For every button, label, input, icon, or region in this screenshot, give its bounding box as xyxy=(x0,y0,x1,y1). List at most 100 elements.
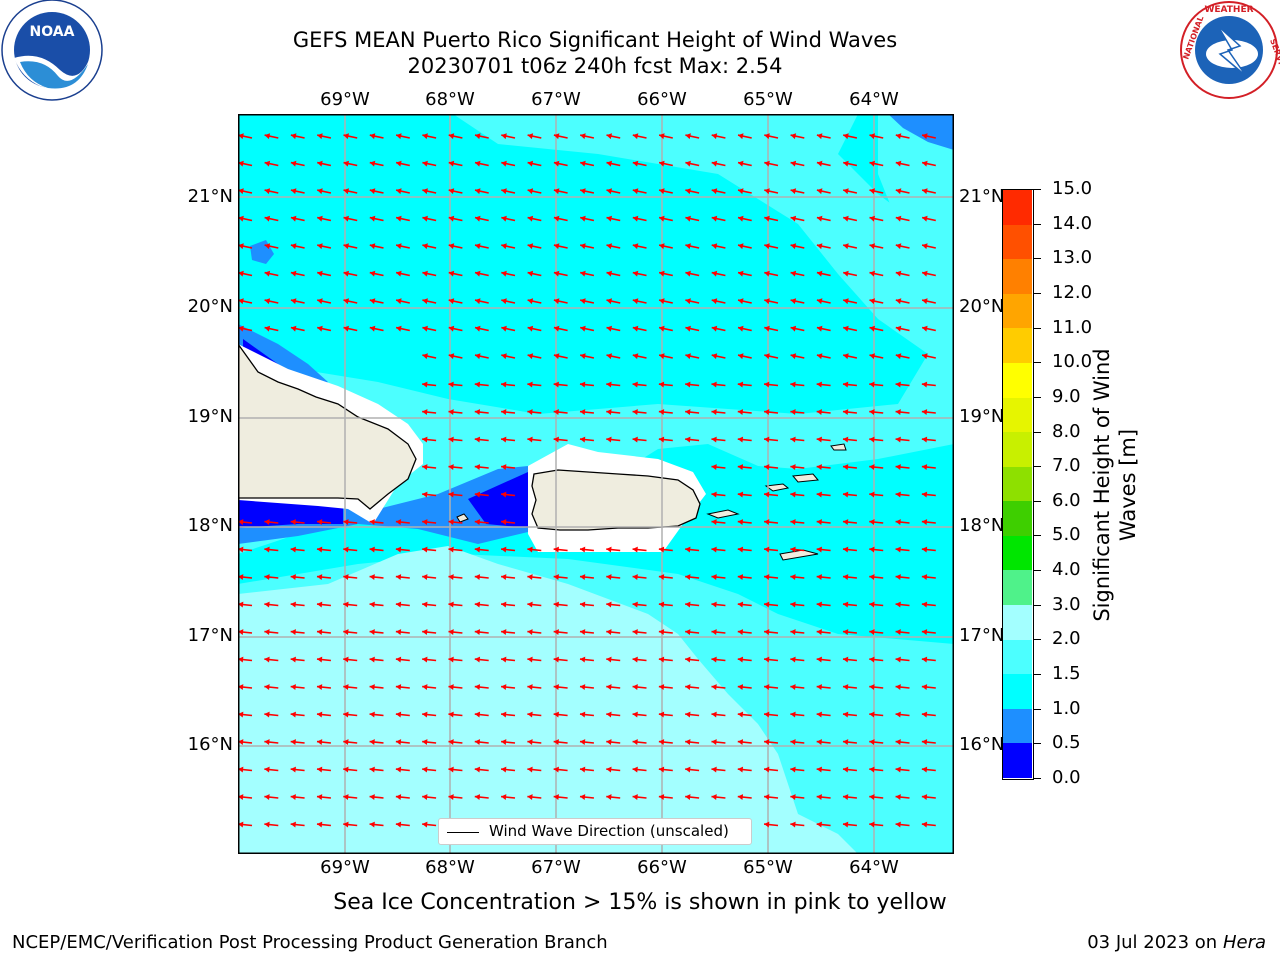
wave-arrow-head xyxy=(527,711,533,718)
wave-arrow-head xyxy=(474,546,481,553)
wave-arrow-head xyxy=(448,629,454,636)
wave-arrow-head xyxy=(685,188,691,195)
colorbar-tick-label: 0.5 xyxy=(1052,732,1081,754)
wave-arrow-head xyxy=(580,133,586,140)
wave-arrow-head xyxy=(869,381,875,388)
colorbar-segment xyxy=(1003,743,1032,778)
wave-arrow-head xyxy=(343,601,349,608)
wave-arrow-head xyxy=(816,574,822,581)
colorbar-segment xyxy=(1003,190,1032,225)
wave-arrow-head xyxy=(790,656,796,663)
wave-arrow-head xyxy=(737,519,744,526)
colorbar-segment xyxy=(1003,674,1032,709)
wave-arrow-head xyxy=(632,160,639,167)
wave-arrow-head xyxy=(238,546,244,553)
wave-arrow-head xyxy=(790,684,796,691)
wave-arrow-head xyxy=(369,629,375,636)
wave-arrow-head xyxy=(238,325,244,332)
wave-arrow-head xyxy=(369,574,375,581)
wave-arrow-head xyxy=(343,656,349,663)
wave-arrow-head xyxy=(632,353,639,360)
wave-arrow-head xyxy=(790,464,796,471)
wave-arrow-head xyxy=(632,794,638,801)
wave-arrow-head xyxy=(869,794,875,801)
wave-arrow-head xyxy=(264,821,270,828)
wave-arrow-head xyxy=(842,464,849,471)
wave-arrow-head xyxy=(764,794,770,801)
wave-arrow-head xyxy=(579,436,586,443)
wave-arrow-head xyxy=(843,243,849,250)
wave-arrow-head xyxy=(842,821,849,828)
wave-arrow-head xyxy=(422,436,428,443)
wave-arrow-head xyxy=(685,381,691,388)
wave-arrow-head xyxy=(842,381,849,388)
wave-arrow-head xyxy=(711,381,717,388)
wave-arrow-head xyxy=(448,711,454,718)
wave-arrow-head xyxy=(422,298,428,305)
wave-arrow-head xyxy=(369,739,375,746)
wave-arrow-head xyxy=(343,794,349,801)
wave-arrow-head xyxy=(422,270,428,277)
wave-arrow-head xyxy=(632,409,638,416)
wave-arrow-head xyxy=(527,766,533,773)
colorbar-label: Significant Height of Wind Waves [m] xyxy=(1089,330,1141,640)
wave-arrow-head xyxy=(422,684,428,691)
wave-arrow-head xyxy=(448,133,455,140)
wave-arrow-head xyxy=(921,739,928,746)
wave-arrow-head xyxy=(422,601,428,608)
wave-arrow-head xyxy=(501,409,507,416)
wave-arrow-head xyxy=(816,519,822,526)
lat-label-left: 18°N xyxy=(187,515,233,536)
wave-arrow-head xyxy=(238,133,244,140)
land-hispaniola xyxy=(238,342,417,510)
wave-arrow-head xyxy=(711,739,717,746)
wave-arrow-head xyxy=(921,436,928,443)
wave-arrow-head xyxy=(264,711,270,718)
wave-arrow-head xyxy=(790,601,796,608)
wave-arrow-head xyxy=(922,215,928,222)
wave-arrow-head xyxy=(369,270,376,277)
wave-arrow-head xyxy=(869,684,875,691)
colorbar-segment xyxy=(1003,328,1032,363)
wave-arrow-head xyxy=(895,739,901,746)
wave-arrow-head xyxy=(448,325,455,332)
wave-arrow-head xyxy=(764,215,770,222)
wave-arrow-head xyxy=(685,546,691,553)
wave-arrow-head xyxy=(790,821,796,828)
wave-arrow-head xyxy=(764,821,770,828)
wave-arrow-head xyxy=(448,794,454,801)
wave-arrow-head xyxy=(238,215,244,222)
wave-arrow-head xyxy=(553,133,560,140)
wave-arrow-head xyxy=(422,409,428,416)
wave-arrow-head xyxy=(658,656,665,663)
wave-arrow-head xyxy=(737,464,744,471)
wave-arrow-head xyxy=(474,601,481,608)
lat-label-right: 19°N xyxy=(959,406,1005,427)
wave-arrow-head xyxy=(606,656,612,663)
wave-arrow-head xyxy=(711,215,718,222)
wave-arrow-head xyxy=(921,821,928,828)
wave-arrow-head xyxy=(842,794,849,801)
wave-arrow-head xyxy=(869,739,875,746)
wave-arrow-head xyxy=(685,629,691,636)
wave-arrow-head xyxy=(737,711,744,718)
wave-arrow-head xyxy=(606,381,612,388)
wave-arrow-head xyxy=(238,684,244,691)
lon-label-top: 69°W xyxy=(320,89,370,110)
wave-arrow-head xyxy=(790,160,797,167)
wave-arrow-head xyxy=(290,519,296,526)
wave-arrow-head xyxy=(264,684,270,691)
wave-arrow-head xyxy=(816,766,822,773)
wave-arrow-head xyxy=(475,188,481,195)
wave-arrow-head xyxy=(738,215,744,222)
wave-arrow-head xyxy=(475,215,481,222)
wave-arrow-head xyxy=(764,270,770,277)
colorbar-tick-label: 8.0 xyxy=(1052,420,1081,442)
wave-arrow-head xyxy=(606,270,613,277)
wave-arrow-head xyxy=(606,353,613,360)
wave-arrow-head xyxy=(685,574,691,581)
wave-arrow-head xyxy=(711,464,717,471)
wave-arrow-head xyxy=(290,270,297,277)
wave-arrow-head xyxy=(632,739,638,746)
colorbar-tick-mark xyxy=(1034,570,1041,572)
